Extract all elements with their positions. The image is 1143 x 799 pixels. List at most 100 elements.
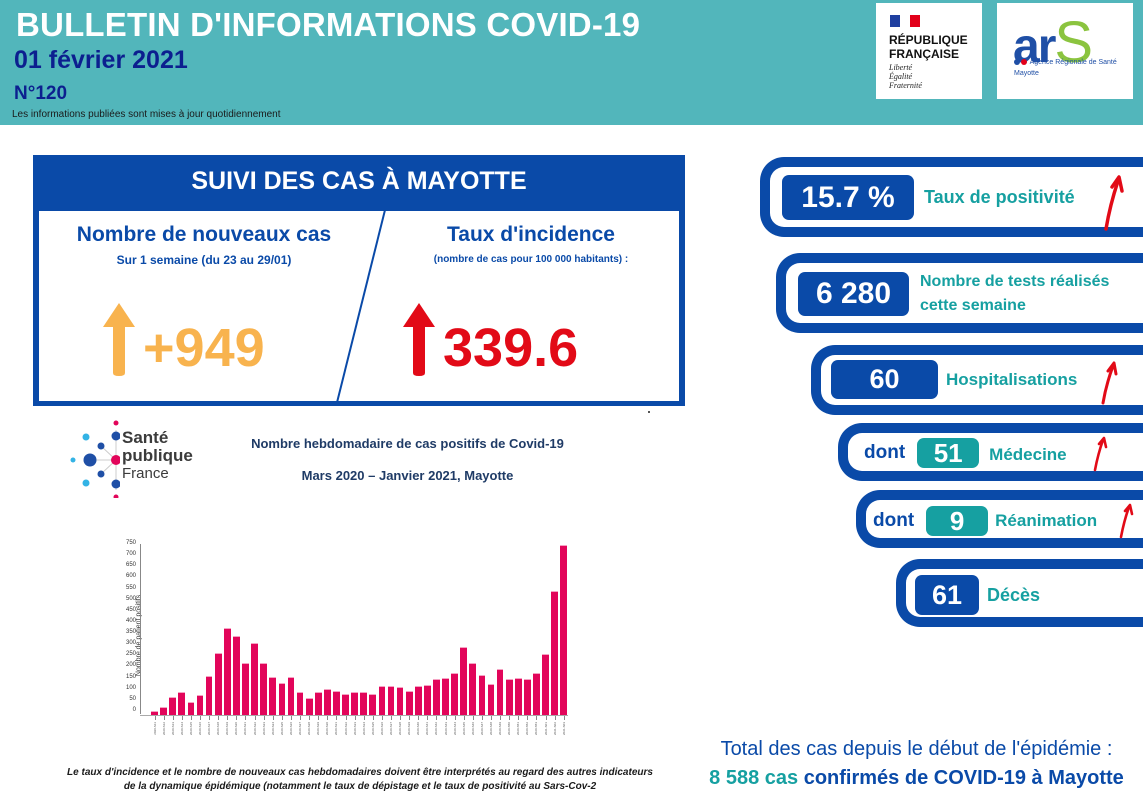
indicator-positivite: 15.7 % Taux de positivité — [760, 157, 1143, 237]
bar — [396, 686, 404, 715]
bar — [287, 676, 295, 715]
positivite-value: 15.7 % — [782, 175, 914, 220]
medecine-value: 51 — [917, 438, 980, 468]
bars — [150, 544, 568, 715]
bar — [460, 647, 468, 715]
y-tick-label: 600 — [125, 573, 136, 580]
cases-panel: SUIVI DES CAS À MAYOTTE Nombre de nouvea… — [33, 155, 685, 406]
bulletin-title: BULLETIN D'INFORMATIONS COVID-19 — [16, 6, 641, 43]
bar — [524, 678, 531, 715]
bar — [514, 678, 522, 715]
total-cases-heading: Total des cas depuis le début de l'épidé… — [720, 738, 1113, 760]
new-cases-value: +949 — [143, 318, 265, 378]
x-tick: 2020-S17 — [205, 716, 214, 750]
bar — [196, 694, 204, 715]
bar — [505, 679, 513, 715]
x-tick: 2020-S22 — [250, 716, 259, 750]
bar — [378, 685, 386, 715]
y-tick-label: 0 — [132, 707, 136, 713]
cases-panel-body: Nombre de nouveaux cas Sur 1 semaine (du… — [39, 211, 679, 401]
bar — [351, 692, 358, 715]
ars-logo: arS Agence Régionale de Santé Mayotte — [997, 3, 1133, 99]
bar — [260, 662, 268, 715]
bar — [205, 675, 213, 715]
incidence-heading: Taux d'incidence — [447, 223, 615, 246]
new-cases-subheading: Sur 1 semaine (du 23 au 29/01) — [116, 253, 292, 267]
bar — [342, 693, 349, 715]
bar — [323, 688, 331, 715]
tests-value: 6 280 — [798, 272, 909, 316]
y-tick-label: 650 — [125, 562, 136, 569]
y-tick-label: 50 — [129, 695, 136, 702]
trend-up-arrow-icon — [1101, 361, 1118, 405]
bulletin-number: N°120 — [14, 83, 68, 104]
bar — [369, 693, 377, 715]
x-tick: 2020-S48 — [486, 716, 495, 750]
y-tick-label: 550 — [125, 584, 136, 591]
y-tick-label: 400 — [125, 617, 136, 624]
x-tick: 2020-S16 — [195, 716, 204, 750]
bar — [442, 677, 449, 715]
y-tick-label: 500 — [125, 595, 136, 602]
chart-title: Nombre hebdomadaire de cas positifs de C… — [251, 436, 564, 451]
x-tick: 2020-S47 — [477, 716, 486, 750]
x-tick: 2021-S02 — [550, 716, 559, 750]
incidence-value-group: 339.6 — [401, 301, 578, 377]
bar — [487, 683, 495, 715]
incidence-block: Taux d'incidence (nombre de cas pour 100… — [381, 223, 679, 265]
bar — [333, 690, 340, 715]
x-tick: 2020-S33 — [350, 716, 359, 750]
x-tick: 2020-S50 — [505, 716, 514, 750]
x-axis-ticks: 2020-S11 2020-S12 2020-S13 2020-S14 2020-S15… — [150, 716, 568, 750]
x-tick: 2020-S30 — [323, 716, 332, 750]
y-axis-label: Nombre de patient positifs — [135, 594, 143, 677]
x-tick: 2021-S03 — [559, 716, 568, 750]
indicator-tests: 6 280 Nombre de tests réalisés cette sem… — [776, 253, 1143, 333]
deces-label: Décès — [987, 584, 1041, 605]
new-cases-value-group: +949 — [101, 301, 265, 377]
x-tick: 2020-S41 — [423, 716, 432, 750]
x-tick: 2020-S27 — [296, 716, 305, 750]
x-tick: 2020-S15 — [186, 716, 195, 750]
sante-publique-france-logo: Santé publique France — [68, 420, 208, 500]
total-cases-count: 8 588 cas — [709, 767, 799, 789]
bar — [269, 676, 277, 715]
deces-value: 61 — [915, 575, 979, 615]
x-tick: 2020-S19 — [223, 716, 232, 750]
y-tick-label: 750 — [125, 540, 136, 546]
x-axis — [140, 715, 568, 716]
incidence-value: 339.6 — [443, 318, 579, 378]
spf-wordmark: Santé publique France — [122, 428, 193, 483]
new-cases-heading: Nombre de nouveaux cas — [76, 223, 332, 246]
y-tick-label: 200 — [125, 662, 136, 669]
x-tick: 2020-S38 — [396, 716, 405, 750]
bar — [542, 653, 549, 715]
medecine-prefix: dont — [864, 442, 906, 463]
x-tick: 2020-S40 — [414, 716, 423, 750]
bar — [533, 672, 540, 715]
hospitalisations-value: 60 — [831, 360, 938, 399]
x-tick: 2020-S52 — [523, 716, 532, 750]
x-tick: 2020-S25 — [277, 716, 286, 750]
bar — [433, 679, 440, 715]
bar — [233, 635, 240, 715]
x-tick: 2021-S01 — [541, 716, 550, 750]
x-tick: 2020-S32 — [341, 716, 350, 750]
x-tick: 2020-S51 — [514, 716, 523, 750]
x-tick: 2020-S53 — [532, 716, 541, 750]
bar — [178, 692, 186, 715]
indicator-reanimation: dont 9 Réanimation — [856, 490, 1143, 548]
bar — [187, 701, 195, 715]
header-banner: BULLETIN D'INFORMATIONS COVID-19 01 févr… — [0, 0, 1143, 125]
ars-wordmark: arS — [1013, 10, 1093, 75]
new-cases-block: Nombre de nouveaux cas Sur 1 semaine (du… — [39, 223, 369, 267]
x-tick: 2020-S44 — [450, 716, 459, 750]
cases-panel-title: SUIVI DES CAS À MAYOTTE — [191, 167, 527, 195]
y-axis — [140, 544, 141, 714]
y-tick-label: 250 — [125, 651, 136, 658]
bar — [451, 672, 458, 715]
reanimation-value: 9 — [926, 506, 989, 536]
ars-subtitle: Agence Régionale de Santé — [1014, 59, 1117, 66]
spf-network-icon — [70, 420, 121, 500]
